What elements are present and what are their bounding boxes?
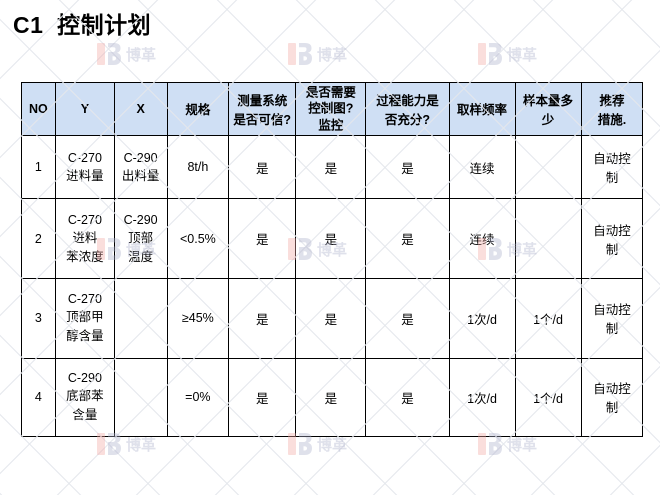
svg-text:博革: 博革 [126, 46, 156, 64]
svg-text:博革: 博革 [126, 436, 156, 454]
svg-text:博革: 博革 [317, 46, 347, 64]
svg-text:博革: 博革 [507, 436, 537, 454]
svg-text:博革: 博革 [317, 436, 347, 454]
svg-text:博革: 博革 [507, 46, 537, 64]
